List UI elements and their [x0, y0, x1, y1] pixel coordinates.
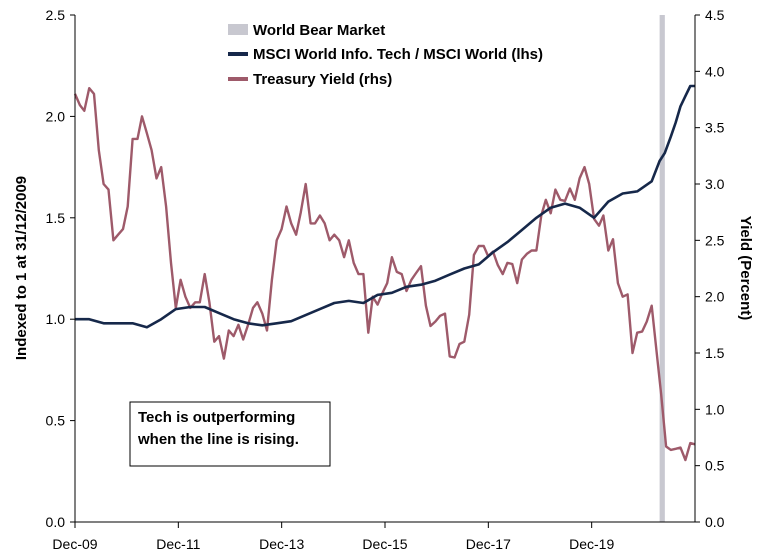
bear-market-band-0	[659, 15, 665, 522]
y2-tick-label: 0.5	[705, 458, 725, 474]
annotation-line-2: when the line is rising.	[137, 431, 299, 448]
series-line-tech-relative	[75, 84, 695, 329]
y-tick-label: 0.0	[46, 514, 66, 530]
y-tick-label: 2.0	[46, 108, 66, 124]
y-tick-label: 1.5	[46, 210, 66, 226]
x-tick-label: Dec-15	[362, 536, 407, 552]
annotation-box: Tech is outperforming when the line is r…	[129, 401, 331, 467]
ticks-layer: 0.0 0.5 1.0 1.5 2.0 2.5 0.0 0.5 1.0 1.5 2.0 2.5 3.0 3…	[46, 7, 725, 552]
y2-tick-label: 1.0	[705, 401, 725, 417]
y-tick-label: 1.0	[46, 311, 66, 327]
y2-tick-label: 1.5	[705, 345, 725, 361]
legend-label-yield: Treasury Yield (rhs)	[253, 71, 392, 88]
x-tick-label: Dec-13	[259, 536, 304, 552]
y2-tick-label: 4.0	[705, 63, 725, 79]
legend-label-band: World Bear Market	[253, 22, 385, 39]
legend-label-tech: MSCI World Info. Tech / MSCI World (lhs)	[253, 46, 543, 63]
y2-tick-label: 0.0	[705, 514, 725, 530]
legend-swatch-band	[228, 24, 248, 35]
y2-tick-label: 2.0	[705, 289, 725, 305]
x-tick-label: Dec-09	[52, 536, 97, 552]
x-tick-label: Dec-17	[466, 536, 511, 552]
annotation-frame	[129, 401, 331, 467]
y2-tick-label: 3.5	[705, 120, 725, 136]
y2-tick-label: 3.0	[705, 176, 725, 192]
y-axis-title: Indexed to 1 at 31/12/2009	[13, 176, 30, 360]
y2-tick-label: 2.5	[705, 232, 725, 248]
y2-axis-title: Yield (Percent)	[737, 216, 754, 320]
y-tick-label: 0.5	[46, 413, 66, 429]
band-layer	[659, 15, 665, 522]
x-tick-label: Dec-19	[569, 536, 614, 552]
y2-tick-label: 4.5	[705, 7, 725, 23]
legend: World Bear Market MSCI World Info. Tech …	[228, 22, 543, 88]
x-tick-label: Dec-11	[156, 536, 200, 552]
series-layer	[73, 84, 696, 462]
annotation-line-1: Tech is outperforming	[138, 409, 295, 426]
y-tick-label: 2.5	[46, 7, 66, 23]
series-line-treasury-yield	[73, 86, 696, 462]
